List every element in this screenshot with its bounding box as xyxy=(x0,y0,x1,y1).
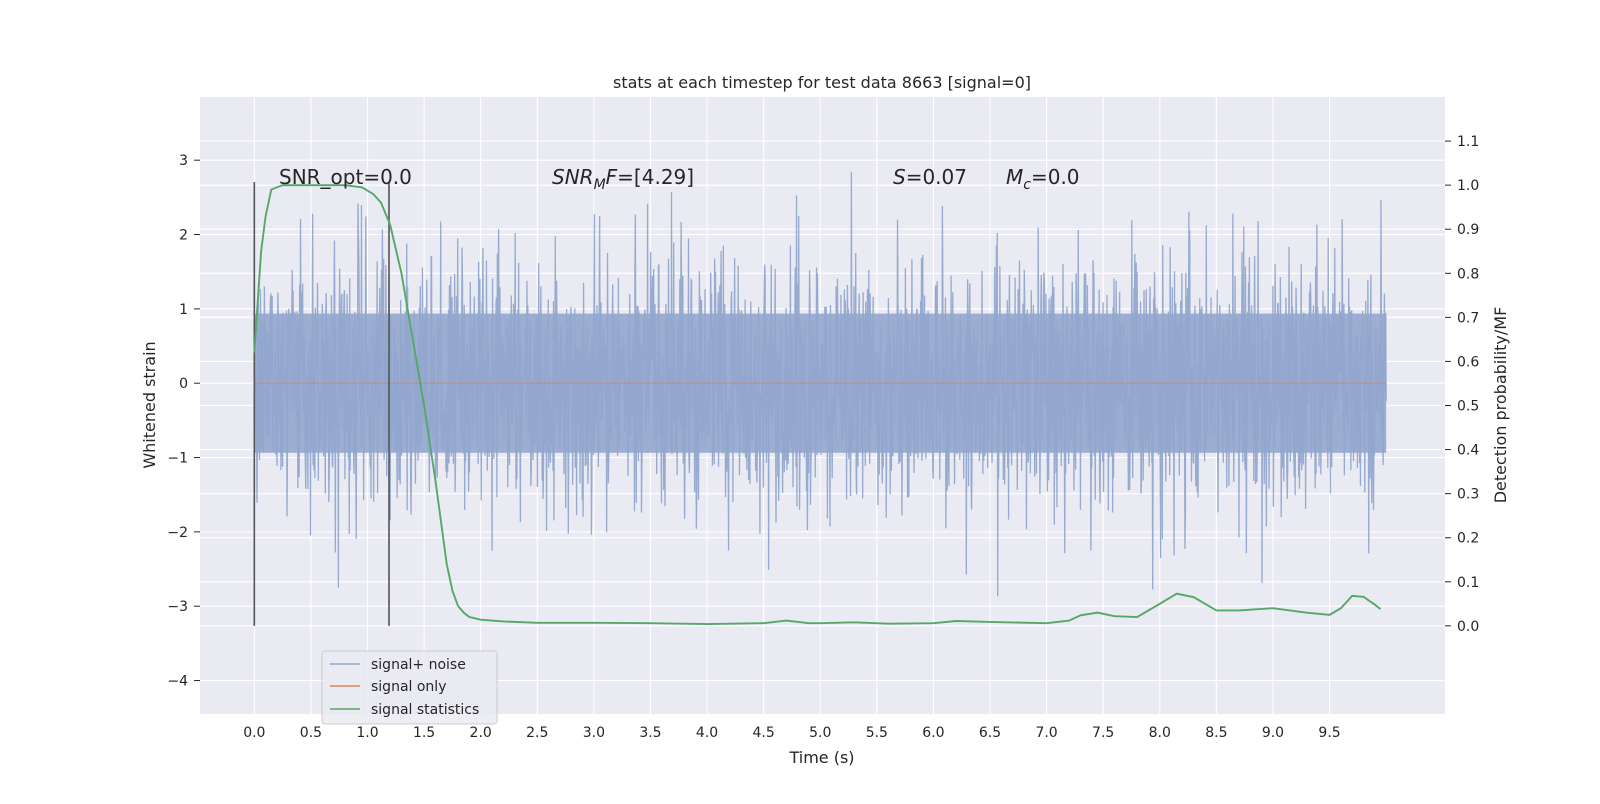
y-right-tick-label: 0.7 xyxy=(1457,310,1479,326)
x-tick-label: 6.0 xyxy=(922,725,944,741)
annotation-mc: Mc=0.0 xyxy=(1006,165,1080,193)
y-right-tick-label: 1.0 xyxy=(1457,178,1479,194)
x-tick-label: 1.0 xyxy=(356,725,378,741)
x-tick-label: 0.5 xyxy=(300,725,322,741)
y-right-tick-label: 0.5 xyxy=(1457,399,1479,415)
x-tick-label: 9.5 xyxy=(1318,725,1340,741)
signal-statistics-series xyxy=(253,184,1382,626)
y-right-tick-label: 0.4 xyxy=(1457,443,1479,459)
y-left-tick-label: 1 xyxy=(179,302,188,318)
y-right-tick-label: 0.9 xyxy=(1457,222,1479,238)
annotation-snr-opt: SNR_opt=0.0 xyxy=(279,165,412,189)
x-tick-label: 2.0 xyxy=(470,725,492,741)
x-tick-label: 1.5 xyxy=(413,725,435,741)
y-right-tick-label: 0.3 xyxy=(1457,487,1479,503)
legend-label-signal-only: signal only xyxy=(371,679,446,695)
x-tick-label: 2.5 xyxy=(526,725,548,741)
y-left-tick-label: 2 xyxy=(179,228,188,244)
x-tick-label: 3.5 xyxy=(639,725,661,741)
y-right-tick-labels: 0.0 0.1 0.2 0.3 0.4 0.5 0.6 0.7 0.8 0.9 1.0 1.1 xyxy=(1445,134,1479,635)
x-axis-label: Time (s) xyxy=(788,748,854,767)
y-right-tick-label: 0.0 xyxy=(1457,619,1479,635)
x-tick-label: 0.0 xyxy=(243,725,265,741)
x-tick-labels: 0.0 0.5 1.0 1.5 2.0 2.5 3.0 3.5 4.0 4.5 5.0 5.5 6.0 6… xyxy=(243,725,1340,741)
y-right-tick-label: 0.1 xyxy=(1457,575,1479,591)
x-tick-label: 5.0 xyxy=(809,725,831,741)
y-left-tick-labels: −4 −3 −2 −1 0 1 2 3 xyxy=(167,153,200,690)
noise-line xyxy=(253,171,1387,597)
x-tick-label: 4.0 xyxy=(696,725,718,741)
x-tick-label: 3.0 xyxy=(583,725,605,741)
y-right-tick-label: 1.1 xyxy=(1457,134,1479,150)
annotation-s: S=0.07 xyxy=(893,165,967,189)
y-left-tick-label: −1 xyxy=(167,451,188,467)
y-left-tick-label: −2 xyxy=(167,525,188,541)
y-right-tick-label: 0.8 xyxy=(1457,266,1479,282)
x-tick-label: 8.5 xyxy=(1205,725,1227,741)
signal-statistics-line xyxy=(253,184,1382,626)
x-tick-label: 9.0 xyxy=(1262,725,1284,741)
y-right-tick-label: 0.6 xyxy=(1457,354,1479,370)
y-left-tick-label: 3 xyxy=(179,153,188,169)
y-left-tick-label: −3 xyxy=(167,599,188,615)
x-tick-label: 7.5 xyxy=(1092,725,1114,741)
legend: signal+ noise signal only signal statist… xyxy=(321,650,498,725)
y-left-tick-label: 0 xyxy=(179,376,188,392)
chart-title: stats at each timestep for test data 866… xyxy=(613,73,1031,92)
y-axis-label-left: Whitened strain xyxy=(140,341,159,468)
x-tick-label: 8.0 xyxy=(1149,725,1171,741)
y-left-tick-label: −4 xyxy=(167,674,188,690)
x-tick-label: 5.5 xyxy=(866,725,888,741)
annotation-snr-mf: SNRMF=[4.29] xyxy=(552,165,694,193)
marker-lines xyxy=(253,182,390,626)
legend-label-signal-statistics: signal statistics xyxy=(371,702,479,718)
y-axis-label-right: Detection probability/MF xyxy=(1491,307,1510,504)
y-right-tick-label: 0.2 xyxy=(1457,531,1479,547)
legend-label-signal-noise: signal+ noise xyxy=(371,657,466,673)
x-tick-label: 6.5 xyxy=(979,725,1001,741)
legend-box xyxy=(321,650,498,725)
x-tick-label: 4.5 xyxy=(753,725,775,741)
x-tick-label: 7.0 xyxy=(1035,725,1057,741)
